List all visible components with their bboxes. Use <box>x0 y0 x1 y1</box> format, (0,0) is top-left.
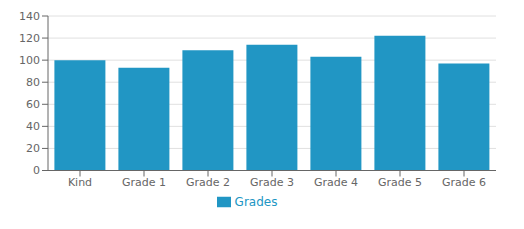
svg-text:Grade 2: Grade 2 <box>186 176 230 189</box>
svg-text:120: 120 <box>19 32 40 45</box>
svg-text:40: 40 <box>26 120 40 133</box>
svg-text:0: 0 <box>33 164 40 177</box>
svg-text:Grade 3: Grade 3 <box>250 176 294 189</box>
svg-text:Grade 6: Grade 6 <box>442 176 486 189</box>
svg-text:60: 60 <box>26 98 40 111</box>
svg-text:Grade 5: Grade 5 <box>378 176 422 189</box>
svg-text:80: 80 <box>26 76 40 89</box>
svg-text:Kind: Kind <box>68 176 92 189</box>
svg-text:140: 140 <box>19 10 40 23</box>
html-text:Grades: Grades <box>234 194 278 209</box>
svg-text:100: 100 <box>19 54 40 67</box>
svg-text:20: 20 <box>26 142 40 155</box>
svg-text:Grade 4: Grade 4 <box>314 176 358 189</box>
svg-text:Grade 1: Grade 1 <box>122 176 166 189</box>
